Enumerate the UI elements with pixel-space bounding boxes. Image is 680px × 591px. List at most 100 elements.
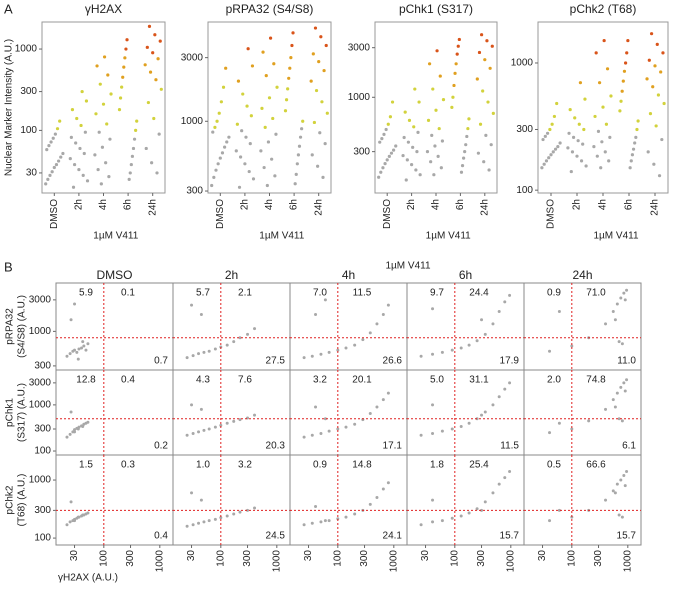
point [649, 32, 654, 36]
point [483, 500, 487, 504]
point [245, 104, 249, 108]
x-tick-label: 30 [303, 550, 314, 562]
quadrant-percent: 20.1 [352, 375, 372, 386]
point [566, 146, 570, 150]
point [99, 182, 103, 186]
point [622, 291, 626, 295]
point [625, 288, 629, 292]
point [433, 144, 437, 148]
point [453, 71, 457, 75]
point [327, 519, 331, 523]
point [613, 318, 617, 322]
x-tick-label: 1000 [271, 550, 282, 573]
x-tick-label: 1000 [505, 550, 516, 573]
point [191, 523, 195, 527]
point [375, 496, 379, 500]
point [101, 102, 106, 106]
point [426, 118, 431, 122]
x-tick-label: 100 [98, 550, 109, 567]
point [221, 85, 226, 89]
point [219, 516, 223, 520]
point [647, 58, 651, 62]
x-tick-label: 6h [624, 199, 635, 210]
point [607, 159, 611, 163]
panel-label: B [4, 259, 13, 274]
point [65, 523, 69, 527]
point [613, 405, 617, 409]
point [344, 346, 348, 350]
point [660, 137, 664, 142]
point [623, 61, 628, 65]
point [378, 140, 382, 144]
point [383, 162, 387, 166]
point [386, 303, 390, 307]
point [508, 381, 512, 385]
point [81, 340, 85, 344]
panel-label: A [4, 1, 13, 16]
point [225, 343, 229, 347]
point [72, 162, 77, 167]
point [656, 93, 661, 97]
point [217, 111, 221, 115]
point [620, 342, 624, 346]
point [319, 35, 323, 39]
point [238, 510, 242, 514]
chart-title: pRPA32 (S4/S8) [226, 2, 314, 16]
point [620, 515, 624, 519]
point [130, 154, 135, 158]
point [293, 182, 297, 186]
point [264, 74, 268, 78]
point [440, 139, 445, 143]
point [313, 26, 318, 30]
point [132, 137, 137, 141]
point [202, 520, 206, 524]
point [298, 135, 303, 139]
y-tick-label: 1000 [181, 116, 204, 127]
y-tick-label: 1000 [348, 92, 371, 103]
point [611, 309, 615, 313]
point [575, 154, 579, 158]
point [438, 74, 442, 78]
point [611, 489, 615, 493]
point [482, 160, 486, 164]
plot-frame [374, 21, 498, 194]
x-tick-label: 2h [74, 199, 85, 210]
point [570, 150, 575, 154]
point [185, 524, 189, 528]
x-axis-label: 1µM V411 [259, 231, 304, 242]
y-axis-label: Nuclear Marker Intensity (A.U.) [4, 39, 15, 176]
point [70, 108, 75, 112]
point [480, 508, 484, 512]
point [581, 142, 585, 146]
point [321, 175, 325, 179]
point [636, 119, 640, 123]
x-tick-label: 30 [420, 550, 431, 562]
x-axis-label: 1µM V411 [426, 231, 471, 242]
point [197, 352, 201, 356]
point [86, 511, 90, 515]
x-tick-label: 300 [593, 550, 604, 567]
point [603, 150, 607, 154]
point [412, 125, 416, 129]
point [486, 100, 490, 104]
point [148, 70, 153, 74]
point [427, 62, 432, 66]
point [430, 133, 434, 137]
y-tick-label: 100 [20, 125, 37, 136]
point [489, 143, 493, 147]
point [548, 127, 552, 132]
point [77, 167, 81, 172]
point [207, 349, 211, 353]
point [85, 179, 90, 183]
point [440, 350, 444, 354]
point [57, 159, 61, 163]
point [548, 349, 552, 353]
point [253, 413, 257, 417]
point [368, 331, 372, 335]
quadrant-percent: 5.7 [196, 288, 210, 299]
point [394, 144, 398, 148]
point [577, 122, 581, 126]
x-tick-label: 4h [264, 199, 275, 210]
point [615, 391, 619, 395]
point [480, 318, 484, 322]
